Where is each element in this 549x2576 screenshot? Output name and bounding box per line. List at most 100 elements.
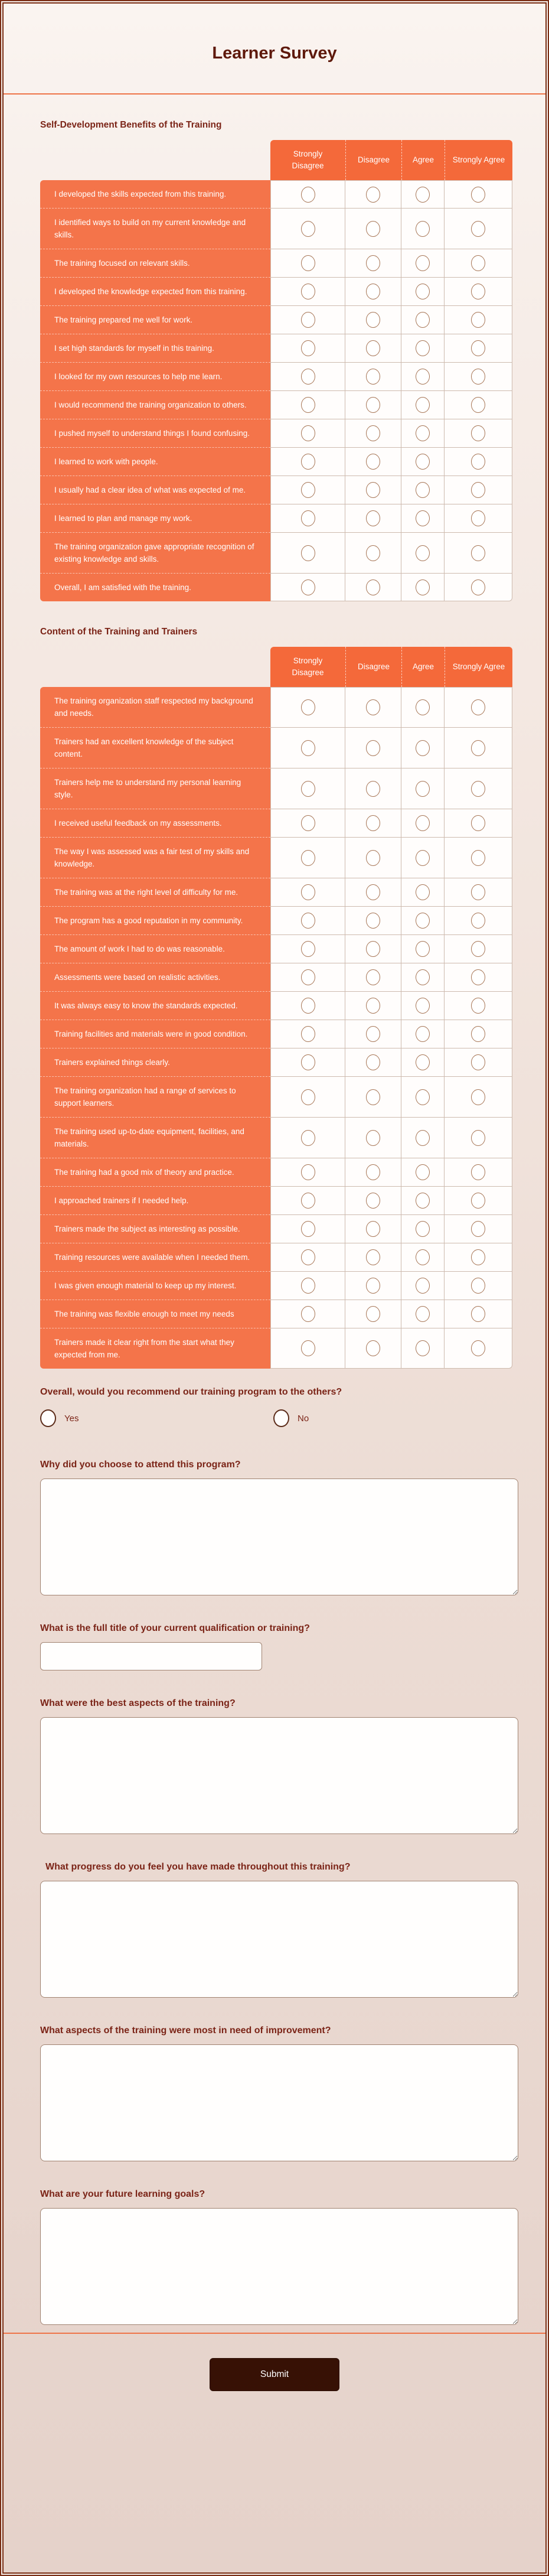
matrix-radio-button[interactable]	[416, 1221, 430, 1237]
matrix-radio-button[interactable]	[300, 1129, 315, 1146]
matrix-radio-button[interactable]	[366, 312, 380, 328]
matrix-radio-button[interactable]	[416, 815, 430, 831]
matrix-radio-button[interactable]	[416, 510, 430, 526]
matrix-radio-button[interactable]	[366, 998, 380, 1014]
matrix-radio-button[interactable]	[300, 1089, 315, 1105]
matrix-radio-button[interactable]	[471, 397, 485, 413]
matrix-radio-button[interactable]	[366, 255, 380, 271]
matrix-radio-button[interactable]	[416, 1278, 430, 1294]
matrix-radio-button[interactable]	[300, 454, 315, 470]
matrix-radio-button[interactable]	[471, 740, 485, 756]
matrix-radio-button[interactable]	[416, 1340, 430, 1356]
matrix-radio-button[interactable]	[300, 369, 315, 385]
matrix-radio-button[interactable]	[416, 913, 430, 929]
matrix-radio-button[interactable]	[416, 1306, 430, 1322]
matrix-radio-button[interactable]	[366, 1340, 380, 1356]
matrix-radio-button[interactable]	[366, 849, 380, 866]
matrix-radio-button[interactable]	[416, 849, 430, 866]
matrix-radio-button[interactable]	[416, 545, 430, 561]
matrix-radio-button[interactable]	[416, 1054, 430, 1070]
matrix-radio-button[interactable]	[366, 969, 380, 985]
matrix-radio-button[interactable]	[300, 510, 315, 526]
matrix-radio-button[interactable]	[471, 815, 485, 831]
matrix-radio-button[interactable]	[300, 740, 315, 756]
matrix-radio-button[interactable]	[300, 1164, 315, 1180]
matrix-radio-button[interactable]	[300, 998, 315, 1014]
matrix-radio-button[interactable]	[366, 884, 380, 900]
matrix-radio-button[interactable]	[416, 699, 430, 715]
matrix-radio-button[interactable]	[300, 884, 315, 900]
matrix-radio-button[interactable]	[471, 220, 485, 237]
matrix-radio-button[interactable]	[416, 186, 430, 203]
answer-textarea[interactable]	[40, 2208, 518, 2325]
matrix-radio-button[interactable]	[366, 369, 380, 385]
matrix-radio-button[interactable]	[300, 340, 315, 356]
matrix-radio-button[interactable]	[300, 1026, 315, 1042]
matrix-radio-button[interactable]	[366, 510, 380, 526]
matrix-radio-button[interactable]	[300, 482, 315, 498]
matrix-radio-button[interactable]	[366, 1129, 380, 1146]
matrix-radio-button[interactable]	[300, 220, 315, 237]
matrix-radio-button[interactable]	[471, 849, 485, 866]
matrix-radio-button[interactable]	[471, 913, 485, 929]
matrix-radio-button[interactable]	[416, 312, 430, 328]
matrix-radio-button[interactable]	[416, 1026, 430, 1042]
matrix-radio-button[interactable]	[471, 1026, 485, 1042]
recommend-option-no[interactable]: No	[273, 1409, 309, 1427]
matrix-radio-button[interactable]	[366, 815, 380, 831]
matrix-radio-button[interactable]	[416, 740, 430, 756]
matrix-radio-button[interactable]	[416, 969, 430, 985]
matrix-radio-button[interactable]	[366, 425, 380, 441]
matrix-radio-button[interactable]	[416, 482, 430, 498]
matrix-radio-button[interactable]	[300, 1054, 315, 1070]
matrix-radio-button[interactable]	[471, 312, 485, 328]
matrix-radio-button[interactable]	[366, 454, 380, 470]
matrix-radio-button[interactable]	[471, 1306, 485, 1322]
answer-input[interactable]	[40, 1642, 262, 1670]
matrix-radio-button[interactable]	[416, 1193, 430, 1209]
matrix-radio-button[interactable]	[416, 284, 430, 299]
matrix-radio-button[interactable]	[471, 998, 485, 1014]
matrix-radio-button[interactable]	[416, 454, 430, 470]
matrix-radio-button[interactable]	[366, 482, 380, 498]
matrix-radio-button[interactable]	[300, 425, 315, 441]
matrix-radio-button[interactable]	[366, 941, 380, 957]
matrix-radio-button[interactable]	[300, 913, 315, 929]
matrix-radio-button[interactable]	[366, 1306, 380, 1322]
no-radio-button[interactable]	[273, 1409, 289, 1427]
matrix-radio-button[interactable]	[416, 1089, 430, 1105]
matrix-radio-button[interactable]	[416, 579, 430, 595]
matrix-radio-button[interactable]	[416, 397, 430, 413]
matrix-radio-button[interactable]	[300, 579, 315, 595]
matrix-radio-button[interactable]	[300, 1306, 315, 1322]
matrix-radio-button[interactable]	[416, 1249, 430, 1265]
matrix-radio-button[interactable]	[366, 579, 380, 595]
matrix-radio-button[interactable]	[471, 1054, 485, 1070]
matrix-radio-button[interactable]	[416, 340, 430, 356]
matrix-radio-button[interactable]	[366, 1026, 380, 1042]
matrix-radio-button[interactable]	[471, 884, 485, 900]
matrix-radio-button[interactable]	[300, 545, 315, 561]
matrix-radio-button[interactable]	[471, 1340, 485, 1356]
matrix-radio-button[interactable]	[471, 1164, 485, 1180]
matrix-radio-button[interactable]	[366, 1164, 380, 1180]
matrix-radio-button[interactable]	[300, 186, 315, 203]
matrix-radio-button[interactable]	[300, 1193, 315, 1209]
yes-radio-button[interactable]	[40, 1409, 56, 1427]
matrix-radio-button[interactable]	[471, 969, 485, 985]
matrix-radio-button[interactable]	[366, 397, 380, 413]
matrix-radio-button[interactable]	[366, 545, 380, 561]
matrix-radio-button[interactable]	[471, 1249, 485, 1265]
matrix-radio-button[interactable]	[300, 1249, 315, 1265]
matrix-radio-button[interactable]	[471, 284, 485, 299]
matrix-radio-button[interactable]	[300, 284, 315, 299]
matrix-radio-button[interactable]	[366, 186, 380, 203]
matrix-radio-button[interactable]	[366, 913, 380, 929]
matrix-radio-button[interactable]	[416, 780, 430, 797]
matrix-radio-button[interactable]	[416, 369, 430, 385]
matrix-radio-button[interactable]	[471, 579, 485, 595]
matrix-radio-button[interactable]	[366, 220, 380, 237]
matrix-radio-button[interactable]	[471, 186, 485, 203]
answer-textarea[interactable]	[40, 1717, 518, 1834]
matrix-radio-button[interactable]	[471, 1193, 485, 1209]
